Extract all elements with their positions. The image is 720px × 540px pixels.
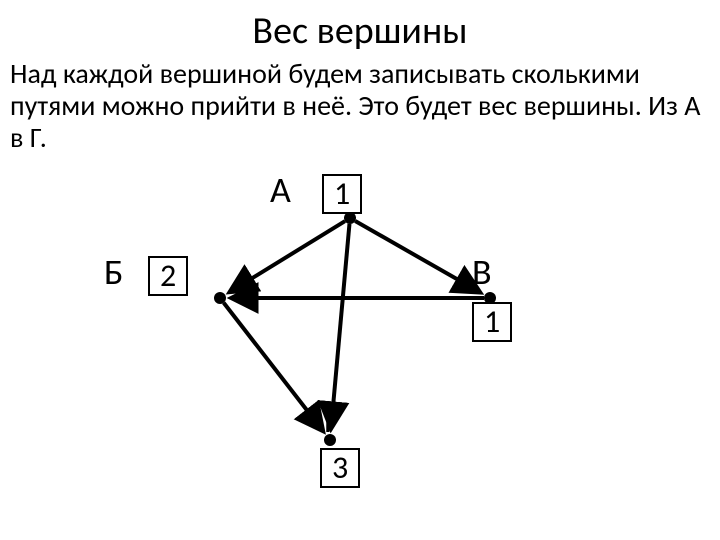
node-label-b: Б: [104, 250, 123, 294]
node-label-g: Г: [324, 398, 339, 442]
node-label-v: В: [472, 250, 492, 294]
weight-box-a: 1: [322, 174, 362, 214]
node-B: [214, 292, 226, 304]
edge-A-V: [355, 221, 479, 292]
edge-B-G: [224, 303, 323, 431]
weight-box-b: 2: [148, 256, 188, 296]
edge-A-B: [230, 221, 345, 292]
weight-box-g: 3: [320, 448, 360, 488]
graph-nodes: [214, 212, 496, 446]
node-label-a: А: [270, 168, 291, 212]
slide: { "title": "Вес вершины", "body": "Над к…: [0, 0, 720, 540]
graph-edges: [224, 221, 484, 431]
weight-box-v: 1: [472, 302, 512, 342]
